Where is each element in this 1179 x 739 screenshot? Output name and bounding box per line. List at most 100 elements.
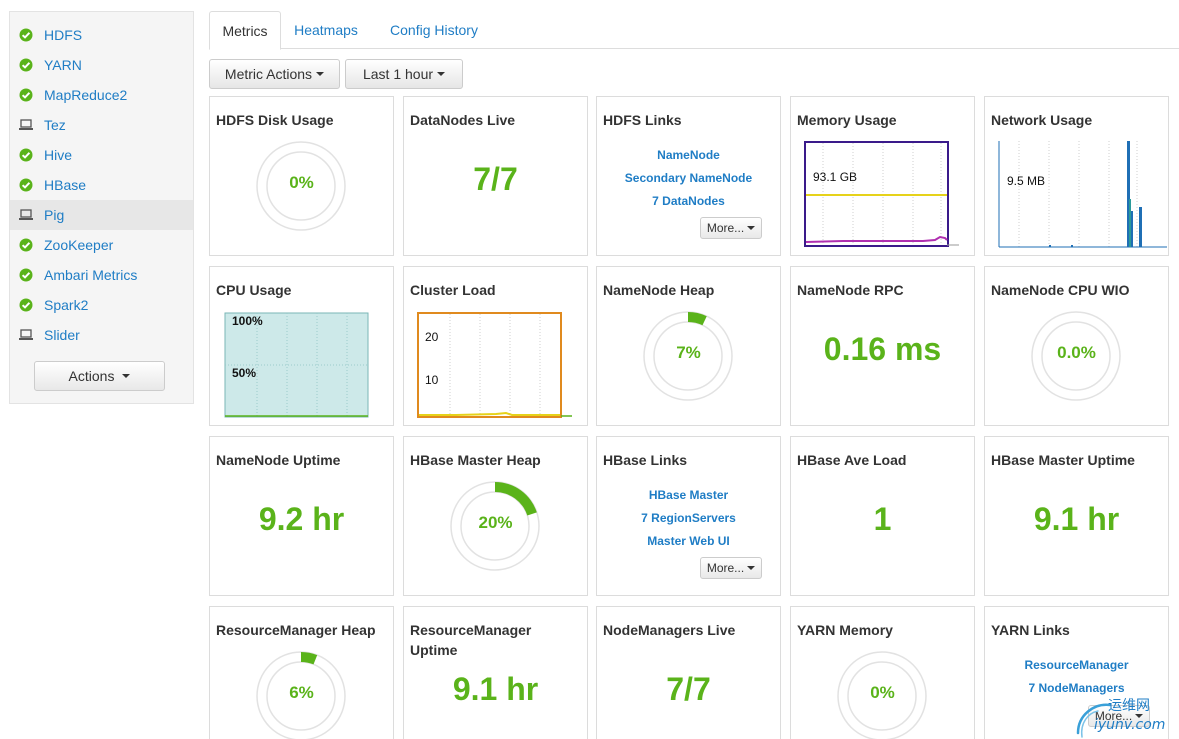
widget-resourcemanager-heap[interactable]: ResourceManager Heap 6% bbox=[209, 606, 394, 739]
widget-title: HBase Master Heap bbox=[410, 452, 541, 468]
widget-title: HDFS Disk Usage bbox=[216, 112, 334, 128]
check-circle-icon bbox=[19, 28, 33, 42]
widget-hbase-ave-load[interactable]: HBase Ave Load 1 bbox=[790, 436, 975, 596]
sidebar-item-spark2[interactable]: Spark2 bbox=[10, 290, 193, 320]
check-circle-icon bbox=[19, 268, 33, 282]
hdfs-links-more-button[interactable]: More... bbox=[700, 217, 762, 239]
datanodes-live-value: 7/7 bbox=[473, 161, 518, 197]
sidebar-item-pig[interactable]: Pig bbox=[10, 200, 193, 230]
link-resourcemanager[interactable]: ResourceManager bbox=[1024, 658, 1129, 672]
more-label: More... bbox=[1094, 709, 1133, 723]
widget-yarn-links: YARN Links ResourceManager 7 NodeManager… bbox=[984, 606, 1169, 739]
memory-usage-chart bbox=[804, 141, 959, 247]
sidebar-item-label: Tez bbox=[44, 117, 66, 133]
link-hbase-master[interactable]: HBase Master bbox=[648, 488, 729, 502]
tab-heatmaps[interactable]: Heatmaps bbox=[285, 11, 367, 49]
sidebar-item-hive[interactable]: Hive bbox=[10, 140, 193, 170]
cpu-usage-label-top: 100% bbox=[232, 314, 263, 328]
widget-hbase-links: HBase Links HBase Master 7 RegionServers… bbox=[596, 436, 781, 596]
widget-title: Cluster Load bbox=[410, 282, 496, 298]
widget-title: HDFS Links bbox=[603, 112, 682, 128]
widget-yarn-memory[interactable]: YARN Memory 0% bbox=[790, 606, 975, 739]
widget-title: Network Usage bbox=[991, 112, 1093, 128]
sidebar-item-label: Pig bbox=[44, 207, 65, 223]
yarn-memory-donut bbox=[837, 651, 927, 739]
widget-hbase-master-heap[interactable]: HBase Master Heap 20% bbox=[403, 436, 588, 596]
sidebar-item-tez[interactable]: Tez bbox=[10, 110, 193, 140]
link-namenode[interactable]: NameNode bbox=[657, 148, 720, 162]
gauge-fill bbox=[495, 482, 537, 516]
sidebar-item-label: YARN bbox=[44, 57, 82, 73]
hbase-master-heap-value: 20% bbox=[478, 513, 513, 532]
sidebar-item-slider[interactable]: Slider bbox=[10, 320, 193, 350]
widget-title: NodeManagers Live bbox=[603, 622, 736, 638]
tab-metrics[interactable]: Metrics bbox=[209, 11, 281, 50]
cluster-load-chart bbox=[417, 312, 572, 418]
sidebar-item-hbase[interactable]: HBase bbox=[10, 170, 193, 200]
widget-title: ResourceManager Uptime bbox=[410, 622, 532, 658]
widget-namenode-heap[interactable]: NameNode Heap 7% bbox=[596, 266, 781, 426]
widget-datanodes-live[interactable]: DataNodes Live 7/7 bbox=[403, 96, 588, 256]
hdfs-disk-value: 0% bbox=[289, 173, 314, 192]
sidebar-item-label: HDFS bbox=[44, 27, 83, 43]
namenode-cpu-wio-donut bbox=[1031, 311, 1121, 401]
widget-title: NameNode RPC bbox=[797, 282, 904, 298]
more-label: More... bbox=[706, 561, 745, 575]
hbase-master-uptime-value: 9.1 hr bbox=[1033, 501, 1120, 537]
time-range-button[interactable]: Last 1 hour bbox=[345, 59, 463, 89]
metric-actions-button[interactable]: Metric Actions bbox=[209, 59, 340, 89]
widget-resourcemanager-uptime[interactable]: ResourceManager Uptime 9.1 hr bbox=[403, 606, 588, 739]
service-sidebar: HDFS YARN MapReduce2 Tez Hive HBase Pig ZooKeep… bbox=[9, 11, 194, 404]
sidebar-item-label: ZooKeeper bbox=[44, 237, 114, 253]
laptop-icon bbox=[19, 208, 33, 222]
widget-title: HBase Links bbox=[603, 452, 688, 468]
namenode-cpu-wio-value: 0.0% bbox=[1057, 343, 1096, 362]
hbase-ave-load-value: 1 bbox=[873, 501, 892, 537]
resourcemanager-heap-value: 6% bbox=[289, 683, 314, 702]
widget-title: Memory Usage bbox=[797, 112, 897, 128]
check-circle-icon bbox=[19, 238, 33, 252]
widget-memory-usage[interactable]: Memory Usage 93.1 GB bbox=[790, 96, 975, 256]
widget-cpu-usage[interactable]: CPU Usage 100% 50% bbox=[209, 266, 394, 426]
link-secondary-namenode[interactable]: Secondary NameNode bbox=[624, 171, 753, 185]
tab-bar: Metrics Heatmaps Config History bbox=[209, 11, 1179, 50]
site-watermark-logo: 运维网 iyunv.com bbox=[1076, 698, 1165, 738]
sidebar-item-ambari-metrics[interactable]: Ambari Metrics bbox=[10, 260, 193, 290]
namenode-heap-donut bbox=[643, 311, 733, 401]
sidebar-item-yarn[interactable]: YARN bbox=[10, 50, 193, 80]
link-regionservers[interactable]: 7 RegionServers bbox=[641, 511, 736, 525]
watermark-site-text: iyunv.com bbox=[1094, 717, 1165, 733]
cpu-usage-label-mid: 50% bbox=[232, 366, 257, 380]
tab-config-history[interactable]: Config History bbox=[379, 11, 489, 49]
hbase-links-more-button[interactable]: More... bbox=[700, 557, 762, 579]
widget-namenode-uptime[interactable]: NameNode Uptime 9.2 hr bbox=[209, 436, 394, 596]
memory-usage-label: 93.1 GB bbox=[813, 170, 858, 184]
service-actions-button[interactable]: Actions bbox=[34, 361, 165, 391]
caret-down-icon bbox=[747, 226, 756, 230]
caret-down-icon bbox=[1135, 714, 1144, 718]
widget-network-usage[interactable]: Network Usage 9.5 MB bbox=[984, 96, 1169, 256]
namenode-uptime-value: 9.2 hr bbox=[258, 501, 345, 537]
widget-namenode-rpc[interactable]: NameNode RPC 0.16 ms bbox=[790, 266, 975, 426]
widget-hdfs-links: HDFS Links NameNode Secondary NameNode 7… bbox=[596, 96, 781, 256]
sidebar-item-hdfs[interactable]: HDFS bbox=[10, 20, 193, 50]
widget-namenode-cpu-wio[interactable]: NameNode CPU WIO 0.0% bbox=[984, 266, 1169, 426]
gauge-fill bbox=[688, 312, 707, 326]
widget-title: YARN Memory bbox=[797, 622, 893, 638]
check-circle-icon bbox=[19, 88, 33, 102]
yarn-links-more-button[interactable]: More... bbox=[1088, 705, 1150, 727]
widget-hbase-master-uptime[interactable]: HBase Master Uptime 9.1 hr bbox=[984, 436, 1169, 596]
gauge-track bbox=[256, 141, 346, 231]
sidebar-item-mapreduce2[interactable]: MapReduce2 bbox=[10, 80, 193, 110]
widget-title: NameNode Heap bbox=[603, 282, 715, 298]
widget-cluster-load[interactable]: Cluster Load 20 10 bbox=[403, 266, 588, 426]
link-nodemanagers[interactable]: 7 NodeManagers bbox=[1028, 681, 1125, 695]
widget-nodemanagers-live[interactable]: NodeManagers Live 7/7 bbox=[596, 606, 781, 739]
time-range-label: Last 1 hour bbox=[362, 66, 434, 82]
sidebar-item-zookeeper[interactable]: ZooKeeper bbox=[10, 230, 193, 260]
widget-hdfs-disk-usage[interactable]: HDFS Disk Usage 0% bbox=[209, 96, 394, 256]
link-datanodes[interactable]: 7 DataNodes bbox=[652, 194, 725, 208]
link-master-web-ui[interactable]: Master Web UI bbox=[647, 534, 730, 548]
network-usage-chart bbox=[998, 141, 1167, 248]
service-actions-label: Actions bbox=[68, 368, 115, 384]
